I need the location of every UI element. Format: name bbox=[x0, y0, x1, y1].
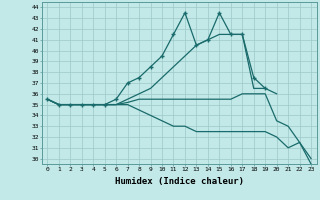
X-axis label: Humidex (Indice chaleur): Humidex (Indice chaleur) bbox=[115, 177, 244, 186]
